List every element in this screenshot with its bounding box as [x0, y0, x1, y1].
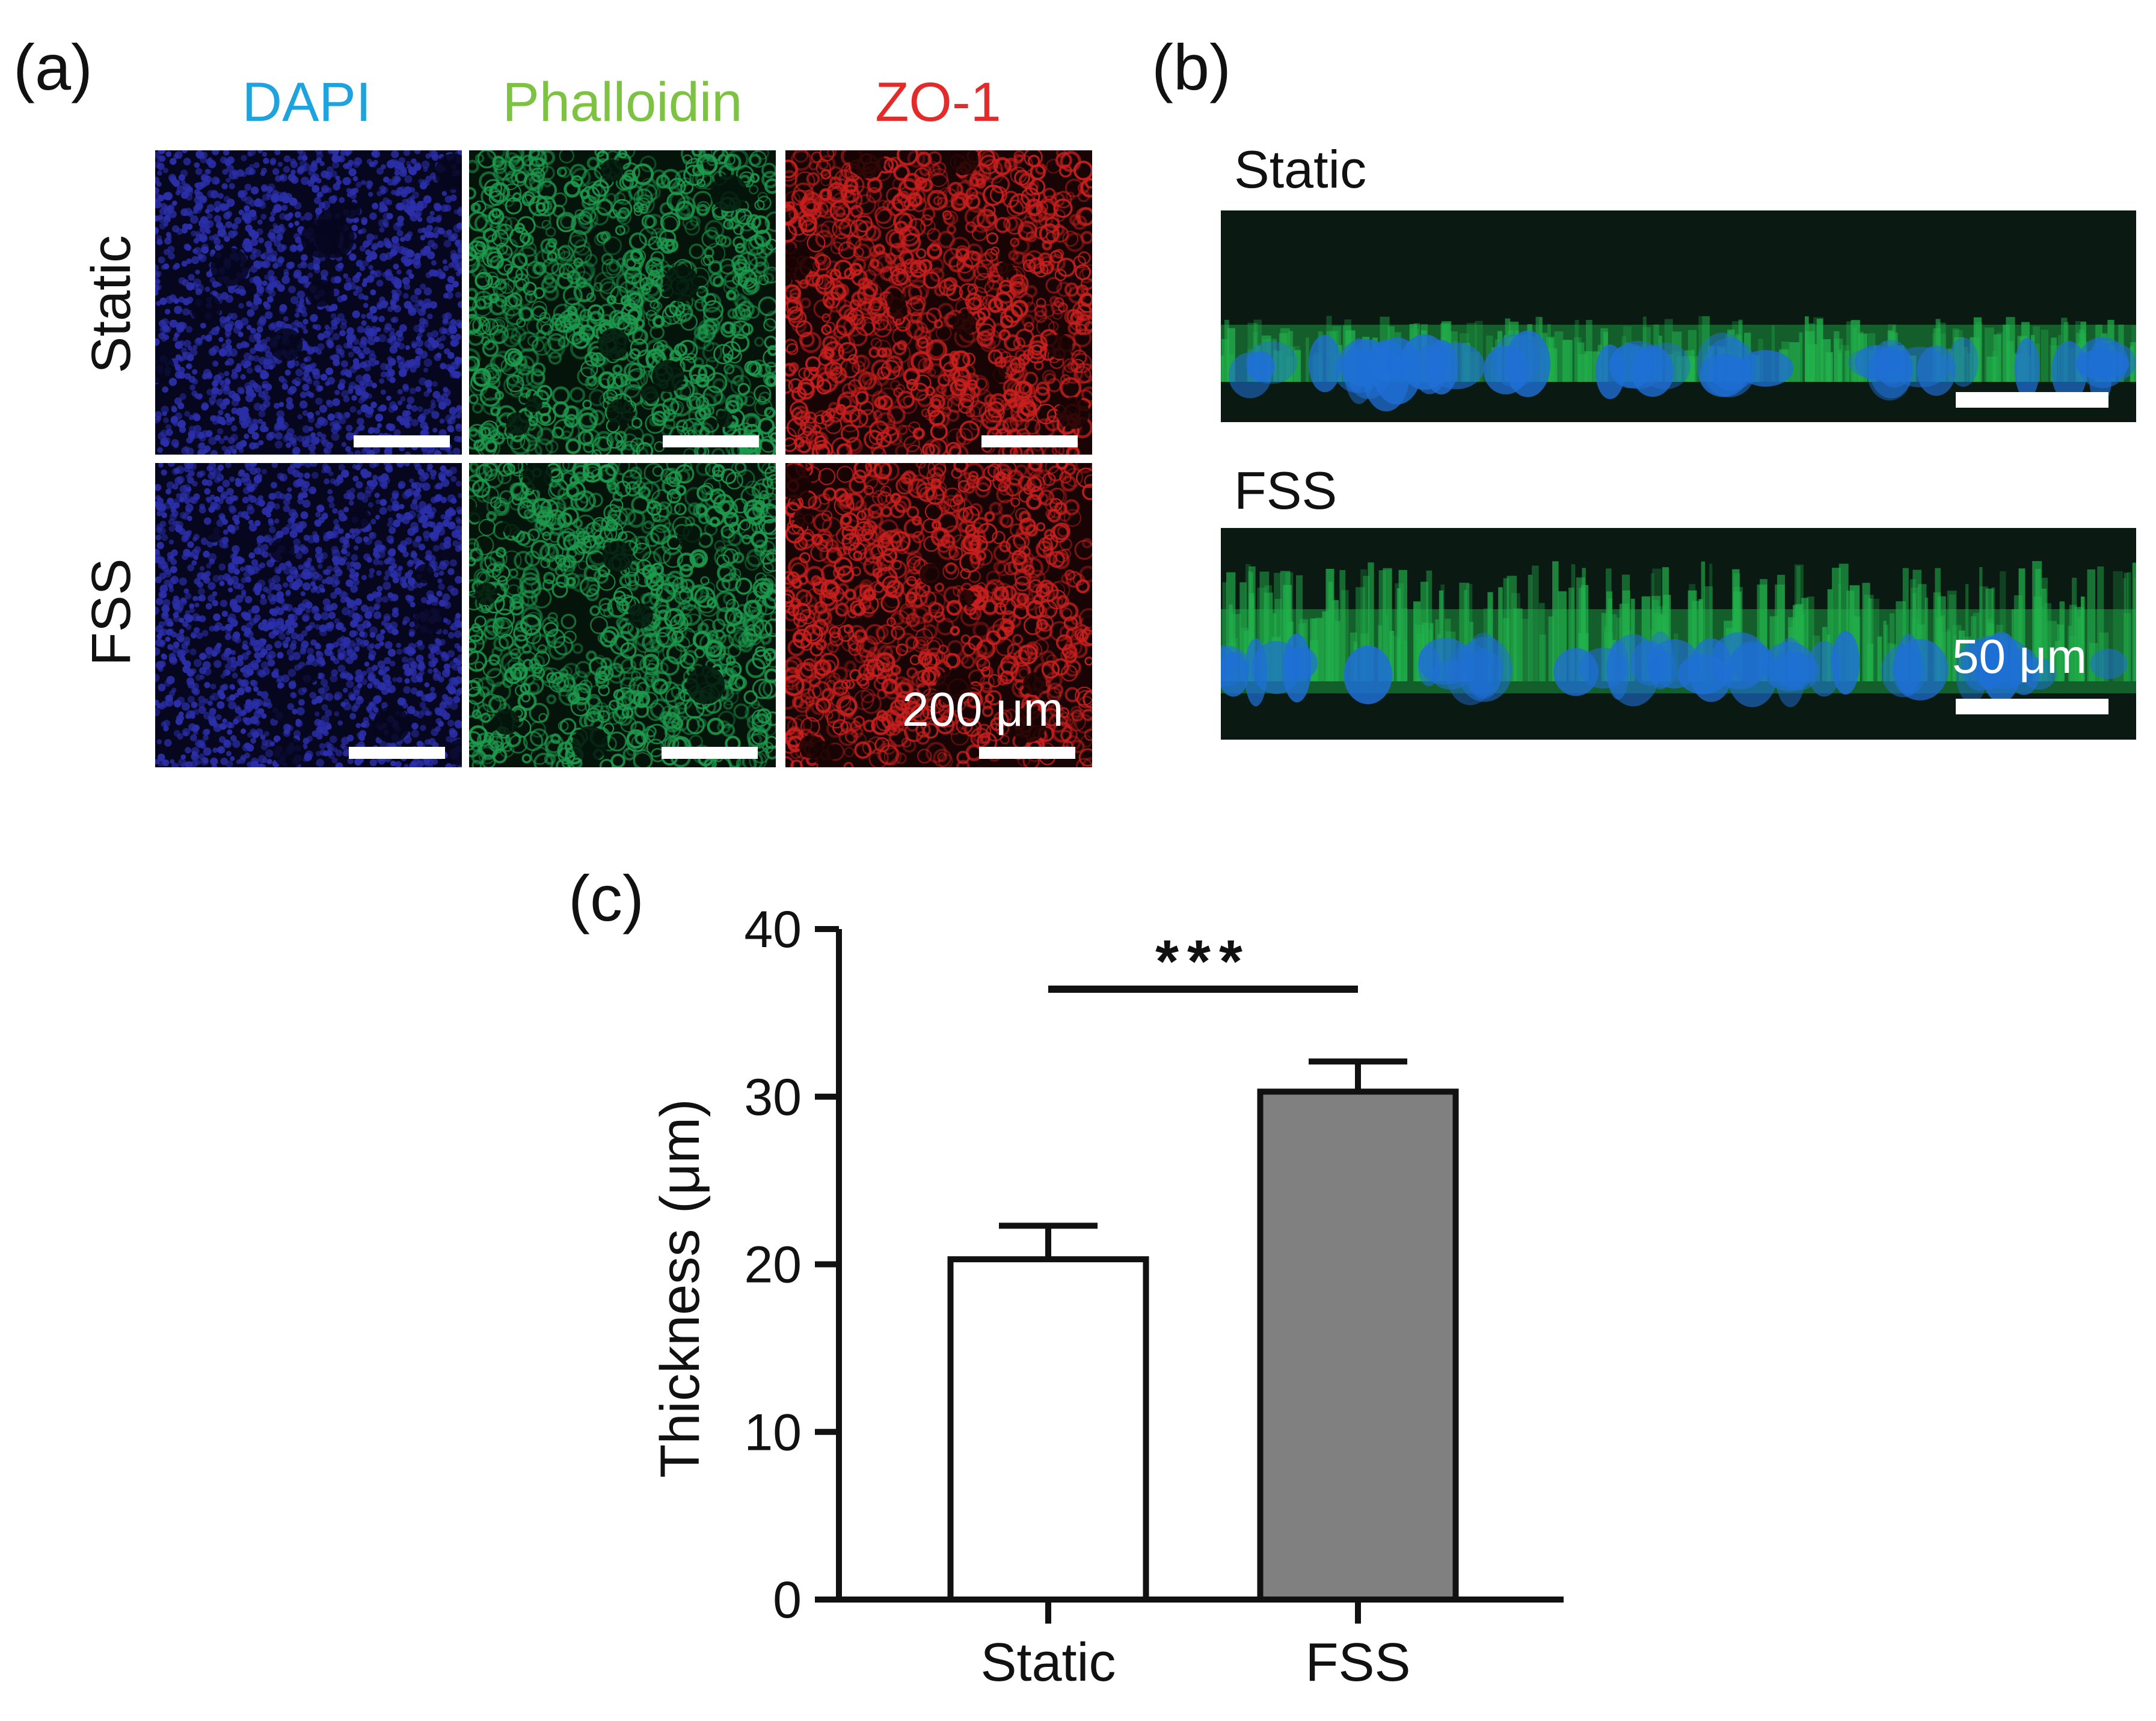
y-tick-label: 30: [744, 1069, 802, 1126]
x-tick-label: Static: [980, 1633, 1116, 1693]
side-view-label-fss: FSS: [1234, 461, 1338, 520]
panel-b-label: (b): [1152, 31, 1231, 103]
side-view-label-static: Static: [1234, 140, 1367, 199]
scale-bar: [349, 747, 445, 759]
scale-bar: [354, 435, 450, 447]
x-tick-label: FSS: [1305, 1633, 1410, 1693]
scale-bar: [1956, 392, 2108, 408]
y-tick-label: 10: [744, 1403, 802, 1461]
y-axis-label: Thickness (μm): [650, 1099, 711, 1478]
significance-label: ***: [1155, 928, 1251, 995]
scale-bar: [663, 435, 759, 447]
scale-bar: [981, 435, 1078, 447]
micrograph-static-dapi: [155, 150, 462, 455]
y-tick-label: 20: [744, 1236, 802, 1294]
micrograph-fss-zo1: [785, 463, 1092, 767]
scale-label-a: 200 μm: [902, 683, 1064, 736]
scale-bar: [1956, 699, 2108, 714]
scale-label-b: 50 μm: [1952, 630, 2087, 683]
bar-static: [947, 1256, 1149, 1603]
micrograph-fss-phalloidin: [469, 463, 776, 767]
panel-c-label: (c): [568, 862, 644, 934]
micrograph-fss-dapi: [155, 463, 462, 767]
bar-fss: [1257, 1088, 1459, 1603]
channel-label-dapi: DAPI: [242, 72, 372, 133]
scale-bar: [662, 747, 758, 759]
y-tick-label: 0: [773, 1571, 802, 1629]
y-tick-label: 40: [744, 901, 802, 959]
micrograph-static-phalloidin: [469, 150, 776, 455]
side-view-static: [1221, 210, 2136, 422]
channel-label-zo1: ZO-1: [875, 72, 1001, 133]
panel-a-label: (a): [13, 31, 93, 103]
scale-bar: [979, 747, 1075, 759]
channel-label-phalloidin: Phalloidin: [502, 72, 743, 133]
